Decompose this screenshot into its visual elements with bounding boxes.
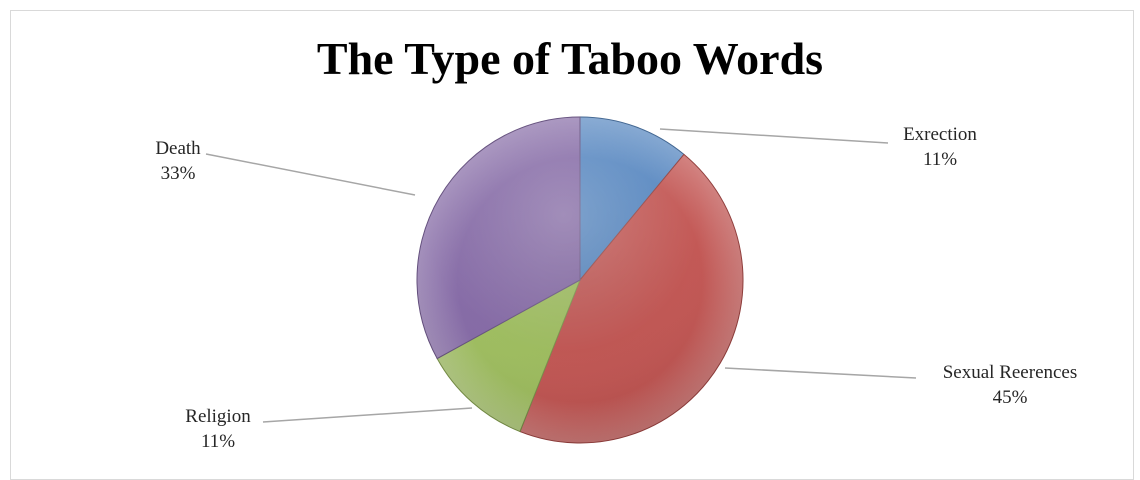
leader-line-religion [262, 407, 473, 423]
leader-line-death [205, 153, 416, 196]
slice-label-religion: Religion [185, 406, 251, 427]
slice-label-death: Death [155, 138, 201, 159]
slice-value-religion: 11% [201, 431, 235, 452]
slice-value-exrection: 11% [923, 149, 957, 170]
slice-value-death: 33% [161, 163, 196, 184]
leader-line-sexual-reerences [724, 367, 917, 379]
slice-label-exrection: Exrection [903, 124, 977, 145]
slice-value-sexual-reerences: 45% [993, 387, 1028, 408]
slice-label-sexual-reerences: Sexual Reerences [943, 362, 1078, 383]
leader-line-exrection [659, 128, 889, 144]
chart-title: The Type of Taboo Words [316, 33, 824, 84]
